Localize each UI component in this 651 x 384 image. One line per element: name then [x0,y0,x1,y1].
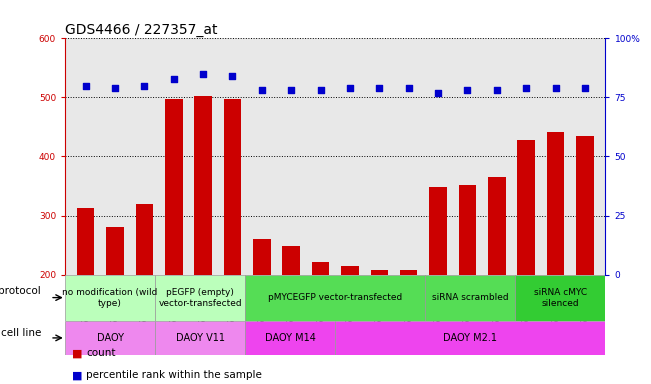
Point [579,85,590,91]
Text: pMYCEGFP vector-transfected: pMYCEGFP vector-transfected [268,293,402,302]
Point [198,71,208,77]
Point [286,87,296,93]
Point [521,85,531,91]
Bar [576,136,594,384]
Bar [335,321,605,355]
Bar [283,246,300,384]
Point [110,85,120,91]
Point [345,85,355,91]
Point [81,83,91,89]
Text: ■: ■ [72,348,82,358]
Bar [155,275,245,321]
Text: cell line: cell line [1,328,41,338]
Text: DAOY M14: DAOY M14 [265,333,316,343]
Point [315,87,326,93]
Text: DAOY: DAOY [96,333,124,343]
Text: DAOY V11: DAOY V11 [176,333,225,343]
Text: protocol: protocol [0,286,41,296]
Bar [370,270,388,384]
Text: siRNA cMYC
silenced: siRNA cMYC silenced [534,288,587,308]
Text: GDS4466 / 227357_at: GDS4466 / 227357_at [65,23,217,37]
Text: siRNA scrambled: siRNA scrambled [432,293,508,302]
Point [433,89,443,96]
Point [462,87,473,93]
Point [227,73,238,79]
Bar [518,140,535,384]
Bar [400,270,417,384]
Bar [458,185,477,384]
Bar [77,209,94,384]
Text: ■: ■ [72,370,82,381]
Bar [245,275,425,321]
Bar [65,275,155,321]
Text: no modification (wild
type): no modification (wild type) [62,288,158,308]
Text: pEGFP (empty)
vector-transfected: pEGFP (empty) vector-transfected [158,288,242,308]
Point [139,83,150,89]
Text: count: count [86,348,115,358]
Bar [429,187,447,384]
Bar [547,132,564,384]
Bar [253,239,271,384]
Bar [155,321,245,355]
Bar [224,99,242,384]
Bar [488,177,506,384]
Text: DAOY M2.1: DAOY M2.1 [443,333,497,343]
Point [550,85,561,91]
Bar [245,321,335,355]
Bar [312,262,329,384]
Point [256,87,267,93]
Bar [135,204,153,384]
Text: percentile rank within the sample: percentile rank within the sample [86,370,262,381]
Bar [65,321,155,355]
Bar [341,266,359,384]
Bar [106,227,124,384]
Bar [194,96,212,384]
Bar [425,275,516,321]
Bar [516,275,605,321]
Bar [165,99,182,384]
Point [404,85,414,91]
Point [169,76,179,82]
Point [492,87,502,93]
Point [374,85,385,91]
